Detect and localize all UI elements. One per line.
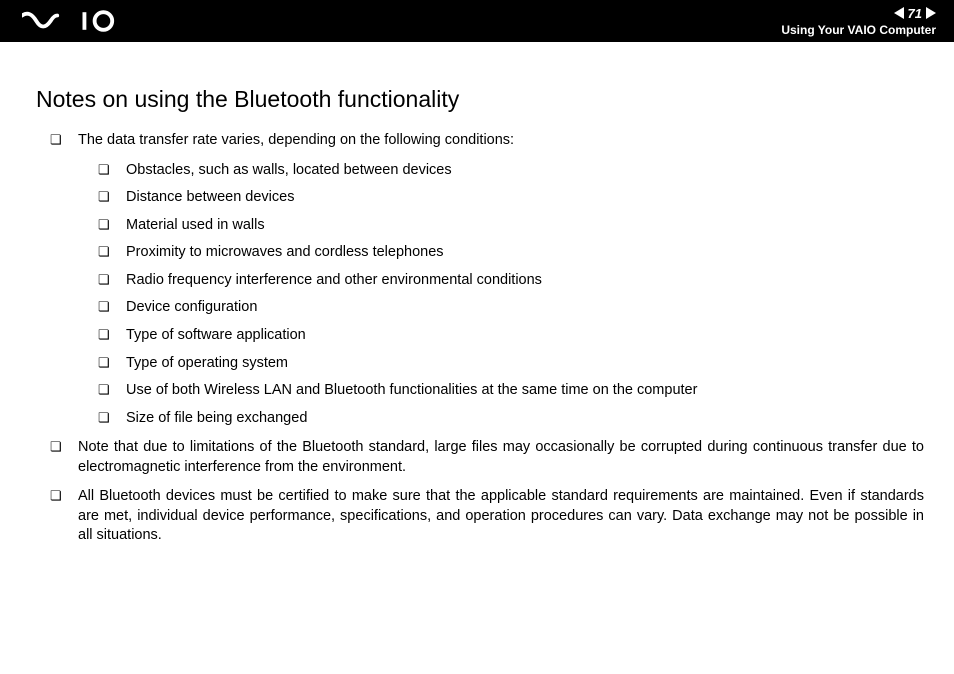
list-item: Type of operating system xyxy=(98,354,924,374)
page-number: 71 xyxy=(908,6,922,21)
list-item: Material used in walls xyxy=(98,216,924,236)
list-item: Note that due to limitations of the Blue… xyxy=(50,438,924,477)
list-item: Use of both Wireless LAN and Bluetooth f… xyxy=(98,381,924,401)
page-title: Notes on using the Bluetooth functionali… xyxy=(36,86,924,113)
vaio-logo xyxy=(22,10,132,32)
header-right: 71 Using Your VAIO Computer xyxy=(781,6,936,37)
page-nav: 71 xyxy=(894,6,936,21)
header-bar: 71 Using Your VAIO Computer xyxy=(0,0,954,42)
list-item: Radio frequency interference and other e… xyxy=(98,271,924,291)
list-item: Type of software application xyxy=(98,326,924,346)
section-label: Using Your VAIO Computer xyxy=(781,23,936,37)
list-item: The data transfer rate varies, depending… xyxy=(50,131,924,428)
bullet-list: The data transfer rate varies, depending… xyxy=(36,131,924,546)
list-item: Distance between devices xyxy=(98,188,924,208)
list-item: Device configuration xyxy=(98,298,924,318)
sub-bullet-list: Obstacles, such as walls, located betwee… xyxy=(78,161,924,429)
next-page-icon[interactable] xyxy=(926,7,936,19)
list-item: All Bluetooth devices must be certified … xyxy=(50,487,924,546)
page-content: Notes on using the Bluetooth functionali… xyxy=(0,42,954,546)
list-item: Proximity to microwaves and cordless tel… xyxy=(98,243,924,263)
list-item: Size of file being exchanged xyxy=(98,409,924,429)
list-item: Obstacles, such as walls, located betwee… xyxy=(98,161,924,181)
prev-page-icon[interactable] xyxy=(894,7,904,19)
